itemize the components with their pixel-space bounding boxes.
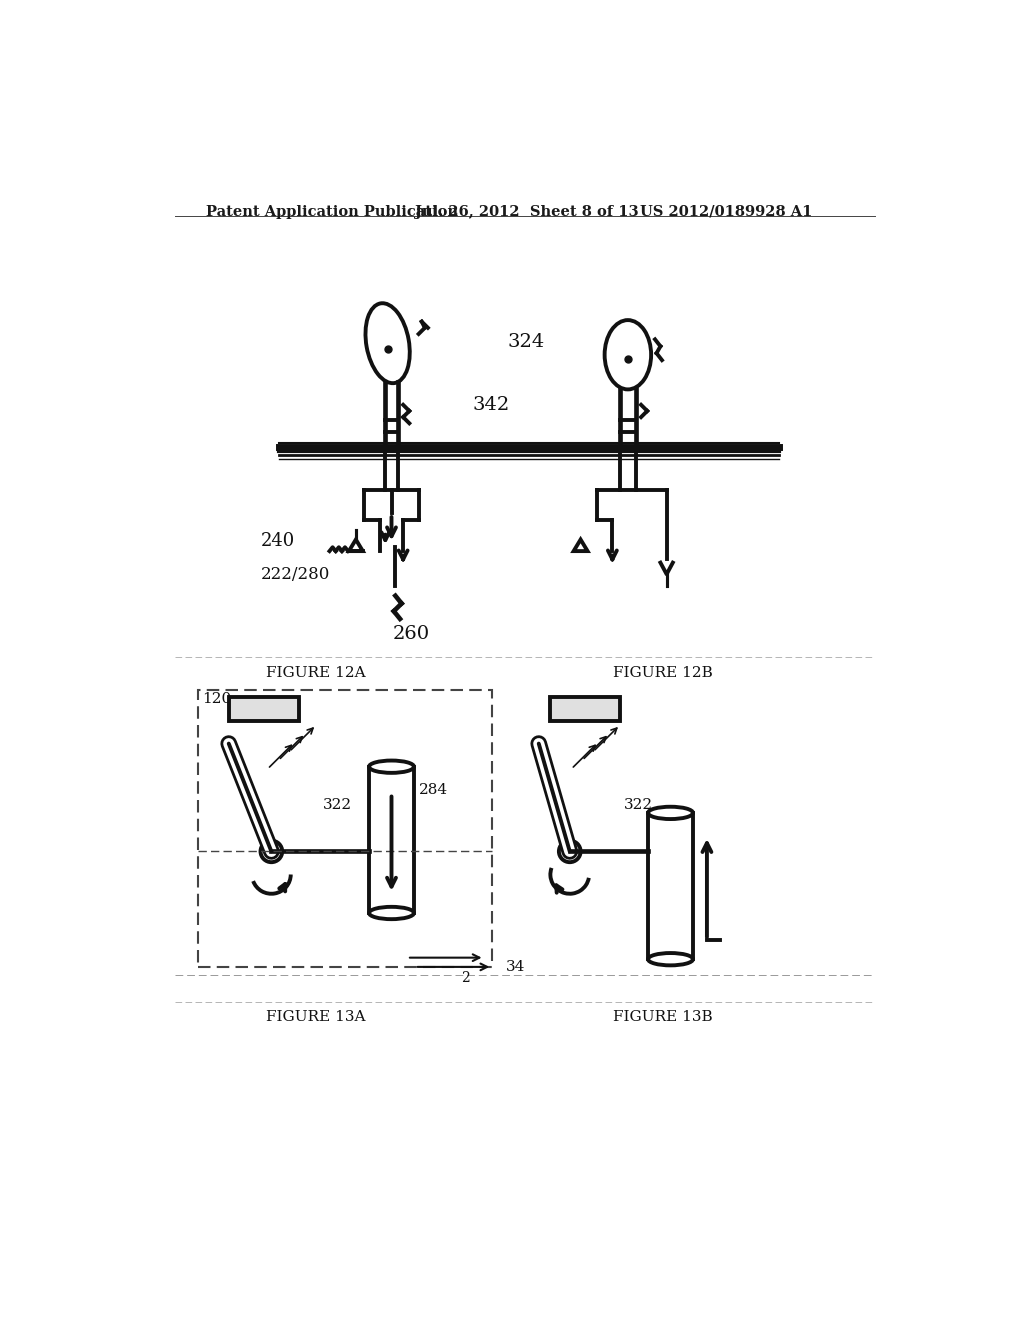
Text: Patent Application Publication: Patent Application Publication xyxy=(206,205,458,219)
Text: 322: 322 xyxy=(324,799,352,812)
Text: 322: 322 xyxy=(624,799,653,812)
Bar xyxy=(198,689,493,966)
Text: 34: 34 xyxy=(506,960,524,974)
Ellipse shape xyxy=(604,321,651,389)
Bar xyxy=(369,767,414,913)
Bar xyxy=(228,697,299,721)
Ellipse shape xyxy=(648,807,693,818)
Ellipse shape xyxy=(369,907,414,919)
Ellipse shape xyxy=(366,304,410,383)
Text: FIGURE 13B: FIGURE 13B xyxy=(613,1010,713,1024)
Circle shape xyxy=(559,841,581,862)
Text: FIGURE 13A: FIGURE 13A xyxy=(266,1010,366,1024)
Text: 324: 324 xyxy=(508,333,545,351)
Ellipse shape xyxy=(369,760,414,774)
Bar xyxy=(648,813,693,960)
Text: 260: 260 xyxy=(392,626,429,643)
Text: US 2012/0189928 A1: US 2012/0189928 A1 xyxy=(640,205,812,219)
Text: 240: 240 xyxy=(261,532,296,550)
Text: 284: 284 xyxy=(419,783,447,797)
Text: Jul. 26, 2012  Sheet 8 of 13: Jul. 26, 2012 Sheet 8 of 13 xyxy=(415,205,638,219)
Bar xyxy=(550,697,621,721)
Text: 342: 342 xyxy=(473,396,510,413)
Text: 222/280: 222/280 xyxy=(261,566,331,582)
Ellipse shape xyxy=(648,953,693,965)
Text: FIGURE 12B: FIGURE 12B xyxy=(613,665,713,680)
Text: 120: 120 xyxy=(202,692,230,706)
Text: FIGURE 12A: FIGURE 12A xyxy=(266,665,366,680)
Circle shape xyxy=(260,841,283,862)
Text: 2: 2 xyxy=(461,972,470,986)
